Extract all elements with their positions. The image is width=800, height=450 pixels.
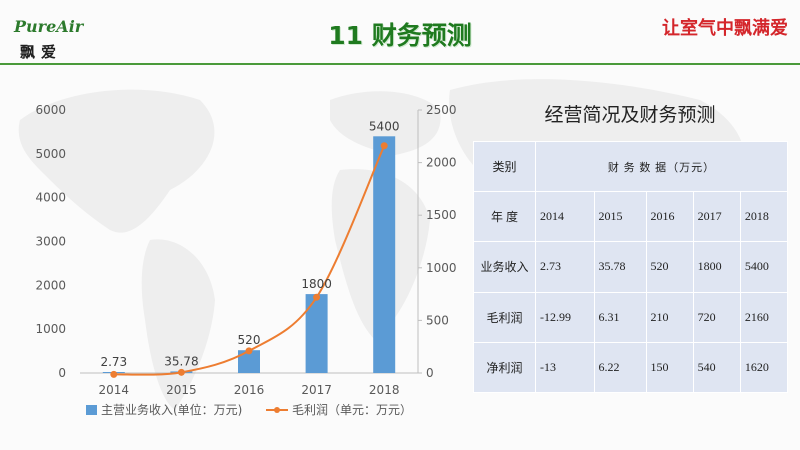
bar-data-label: 1800	[301, 277, 332, 291]
right-tick-label: 1000	[426, 261, 457, 275]
table-title: 经营简况及财务预测	[544, 104, 716, 126]
bar-data-labels: 2.73 35.78 520 1800 5400	[100, 119, 399, 369]
bar-data-label: 2.73	[100, 355, 127, 369]
bar-data-label: 35.78	[164, 354, 198, 368]
right-tick-label: 2500	[426, 103, 457, 117]
category-label: 2018	[369, 383, 400, 397]
left-tick-label: 3000	[35, 235, 66, 249]
legend-line-label: 毛利润（单元：万元）	[292, 403, 412, 417]
year-label-cell: 年 度	[473, 191, 536, 243]
profit-point	[313, 293, 321, 301]
right-tick-label: 2000	[426, 156, 457, 170]
profit-point	[380, 142, 388, 150]
slogan: 让室气中飘满爱	[662, 18, 788, 39]
finance-table: 类别 财 务 数 据（万元） 年 度 2014 2015 2016 2017 2…	[473, 140, 789, 394]
category-header-cell: 类别	[473, 140, 536, 193]
row-label-cell: 净利润	[473, 341, 536, 394]
value-cell: -13	[535, 341, 595, 394]
value-cell: 1800	[692, 241, 741, 293]
value-cell: 5400	[739, 241, 789, 293]
header-divider	[0, 63, 800, 65]
value-cell: 6.31	[593, 291, 647, 343]
left-tick-label: 0	[58, 366, 66, 380]
logo-subtitle: 飘爱	[20, 43, 63, 61]
bar	[373, 136, 396, 373]
year-cell: 2015	[593, 191, 647, 243]
left-tick-label: 5000	[35, 147, 66, 161]
year-cell: 2016	[645, 191, 694, 243]
value-cell: 150	[645, 341, 694, 394]
value-cell: 2160	[739, 291, 789, 343]
right-tick-label: 500	[426, 313, 449, 327]
revenue-row: 业务收入 2.73 35.78 520 1800 5400	[473, 241, 789, 293]
year-cell: 2018	[739, 191, 789, 243]
chart-legend: 主营业务收入(单位：万元) 毛利润（单元：万元）	[86, 402, 412, 417]
year-row: 年 度 2014 2015 2016 2017 2018	[473, 191, 789, 243]
category-labels: 2014 2015 2016 2017 2018	[99, 383, 400, 397]
gross-profit-row: 毛利润 -12.99 6.31 210 720 2160	[473, 291, 789, 343]
value-cell: 1620	[739, 341, 789, 394]
right-tick-label: 1500	[426, 208, 457, 222]
left-tick-label: 4000	[35, 191, 66, 205]
year-cell: 2017	[692, 191, 741, 243]
value-cell: 210	[645, 291, 694, 343]
category-label: 2014	[99, 383, 130, 397]
right-tick-label: 0	[426, 366, 434, 380]
unit-header-cell: 财 务 数 据（万元）	[535, 140, 788, 193]
left-tick-label: 1000	[35, 322, 66, 336]
value-cell: 540	[692, 341, 741, 394]
legend-line-marker	[274, 407, 280, 413]
table-header-row: 类别 财 务 数 据（万元）	[473, 140, 788, 193]
category-label: 2016	[234, 383, 265, 397]
legend-bar-label: 主营业务收入(单位：万元)	[101, 402, 242, 417]
value-cell: 2.73	[535, 241, 595, 293]
left-axis-ticks: 0 1000 2000 3000 4000 5000 6000	[35, 103, 66, 380]
line-series	[110, 142, 388, 378]
row-label-cell: 业务收入	[473, 241, 536, 293]
page-title: 11 财务预测	[328, 21, 472, 50]
bar-data-label: 5400	[369, 119, 400, 133]
logo-text: PureAir	[14, 17, 84, 36]
bar-data-label: 520	[238, 333, 261, 347]
profit-point	[245, 347, 253, 355]
right-axis-ticks: 0 500 1000 1500 2000 2500	[418, 103, 457, 380]
legend-bar-swatch	[86, 405, 97, 415]
profit-point	[177, 368, 185, 376]
bar	[305, 294, 328, 373]
left-tick-label: 2000	[35, 278, 66, 292]
left-tick-label: 6000	[35, 103, 66, 117]
value-cell: -12.99	[535, 291, 595, 343]
category-label: 2017	[301, 383, 332, 397]
bar	[238, 350, 260, 373]
row-label-cell: 毛利润	[473, 291, 536, 343]
value-cell: 6.22	[593, 341, 647, 394]
logo: PureAir 飘爱	[6, 8, 83, 61]
value-cell: 35.78	[593, 241, 647, 293]
net-profit-row: 净利润 -13 6.22 150 540 1620	[473, 341, 789, 394]
value-cell: 720	[692, 291, 741, 343]
year-cell: 2014	[535, 191, 595, 243]
profit-point	[110, 370, 118, 378]
category-label: 2015	[166, 383, 197, 397]
profit-line	[113, 145, 386, 376]
value-cell: 520	[645, 241, 694, 293]
